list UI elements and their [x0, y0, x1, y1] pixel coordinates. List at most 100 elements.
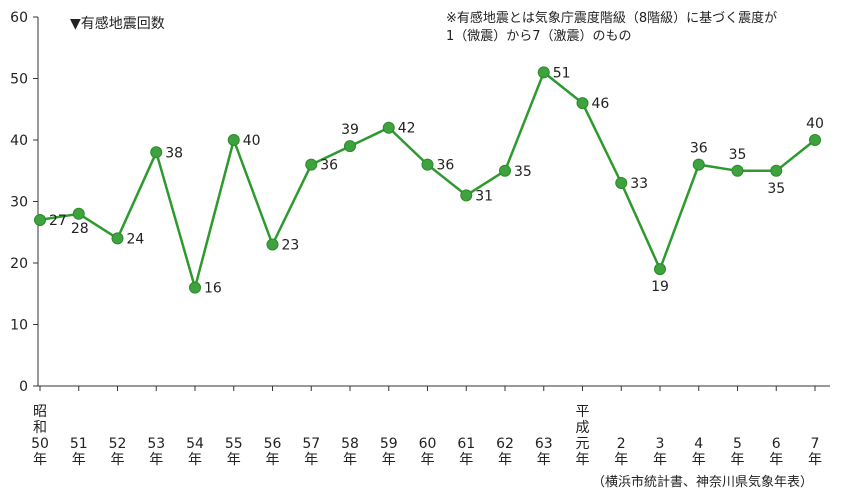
data-point: [615, 177, 628, 190]
data-label: 35: [729, 147, 747, 163]
data-point: [809, 134, 821, 146]
y-axis: 0 10 20 30 40 50 60: [10, 10, 39, 395]
data-label: 38: [165, 145, 183, 161]
data-point: [266, 238, 279, 251]
x-tick-label: 年: [421, 452, 435, 468]
series-line: [39, 71, 816, 289]
data-point: [537, 66, 550, 79]
data-point: [692, 158, 705, 171]
source-note: （横浜市統計書、神奈川県気象年表）: [592, 474, 813, 490]
x-tick-label: 54: [186, 436, 204, 452]
x-tick-label: 52: [109, 436, 127, 452]
x-tick-label: 55: [225, 436, 243, 452]
x-tick-label: 51: [70, 436, 88, 452]
x-tick-label: 年: [731, 452, 745, 468]
data-label: 36: [690, 141, 708, 157]
x-tick-label: 平: [576, 404, 590, 420]
data-label: 35: [767, 181, 785, 197]
note-line-1: ※有感地震とは気象庁震度階級（8階級）に基づく震度が: [446, 10, 777, 26]
data-label: 23: [282, 238, 300, 254]
data-label: 31: [475, 188, 493, 204]
data-point: [72, 207, 85, 220]
x-tick-label: 60: [419, 436, 437, 452]
x-tick-label: 年: [808, 452, 822, 468]
x-tick-label: 61: [457, 436, 475, 452]
data-label: 24: [127, 231, 145, 247]
data-label: 40: [806, 116, 824, 132]
y-tick-label: 40: [10, 133, 28, 149]
x-tick-label: 56: [264, 436, 282, 452]
data-labels: 27 28 24 38 16 40 23 36 39 42 36 31 35 51 46 33 19 36 35 35…: [49, 65, 824, 296]
y-tick-label: 0: [19, 379, 28, 395]
series-line-group: [34, 66, 821, 294]
x-tick-label: 5: [733, 436, 742, 452]
y-tick-label: 50: [10, 72, 28, 88]
data-point: [421, 158, 434, 171]
data-point: [382, 121, 395, 134]
data-label: 27: [49, 213, 67, 229]
x-tick-label: 成: [576, 420, 590, 436]
data-point: [344, 140, 356, 153]
x-tick-label: 年: [769, 452, 783, 468]
data-point: [499, 164, 511, 177]
data-point: [576, 97, 589, 110]
x-tick-label: 年: [304, 452, 318, 468]
x-tick-label: 年: [72, 452, 86, 468]
x-tick-label: 和: [33, 420, 47, 436]
data-label: 16: [204, 281, 222, 297]
data-point: [654, 263, 666, 276]
x-tick-label: 年: [111, 452, 125, 468]
data-label: 42: [398, 121, 416, 137]
x-tick-label: 58: [341, 436, 359, 452]
x-tick-label: 元: [576, 436, 590, 452]
chart-title: ▼有感地震回数: [70, 15, 165, 32]
x-tick-label: 57: [302, 436, 320, 452]
x-tick-label: 53: [147, 436, 165, 452]
data-label: 33: [630, 176, 648, 192]
data-point: [305, 158, 318, 171]
x-tick-label: 年: [498, 452, 512, 468]
y-tick-label: 60: [10, 10, 28, 26]
x-tick-label: 63: [535, 436, 553, 452]
data-point: [34, 213, 46, 226]
data-point: [227, 134, 240, 146]
data-point: [770, 164, 783, 177]
data-point: [460, 189, 473, 202]
y-tick-label: 30: [10, 195, 28, 211]
x-tick-label: 年: [382, 452, 396, 468]
data-label: 19: [651, 279, 669, 295]
x-tick-label: 年: [343, 452, 357, 468]
x-tick-label: 昭: [33, 404, 47, 420]
data-label: 51: [553, 65, 571, 81]
x-tick-label: 年: [266, 452, 280, 468]
data-label: 40: [243, 133, 261, 149]
x-tick-label: 年: [653, 452, 667, 468]
data-point: [150, 146, 163, 159]
y-tick-label: 20: [10, 256, 28, 272]
data-label: 46: [592, 96, 610, 112]
x-tick-label: 59: [380, 436, 398, 452]
x-tick-label: 3: [656, 436, 665, 452]
x-tick-label: 年: [459, 452, 473, 468]
note-line-2: 1（微震）から7（激震）のもの: [446, 29, 632, 44]
data-label: 36: [320, 158, 338, 174]
x-tick-label: 50: [31, 436, 49, 452]
data-point: [111, 232, 124, 245]
y-tick-label: 10: [10, 318, 28, 334]
x-tick-label: 年: [149, 452, 163, 468]
data-label: 28: [71, 221, 89, 237]
x-axis: [38, 385, 830, 391]
x-tick-label: 年: [614, 452, 628, 468]
data-label: 39: [341, 122, 359, 138]
data-point: [731, 164, 744, 177]
x-tick-label: 62: [496, 436, 514, 452]
x-tick-label: 年: [576, 452, 590, 468]
x-tick-label: 年: [692, 452, 706, 468]
x-tick-labels: 昭和50年51年52年53年54年55年56年57年58年59年60年61年62…: [31, 404, 822, 468]
x-tick-label: 4: [694, 436, 703, 452]
data-point: [189, 281, 201, 294]
x-tick-label: 7: [811, 436, 820, 452]
data-label: 35: [514, 164, 532, 180]
data-label: 36: [437, 158, 455, 174]
